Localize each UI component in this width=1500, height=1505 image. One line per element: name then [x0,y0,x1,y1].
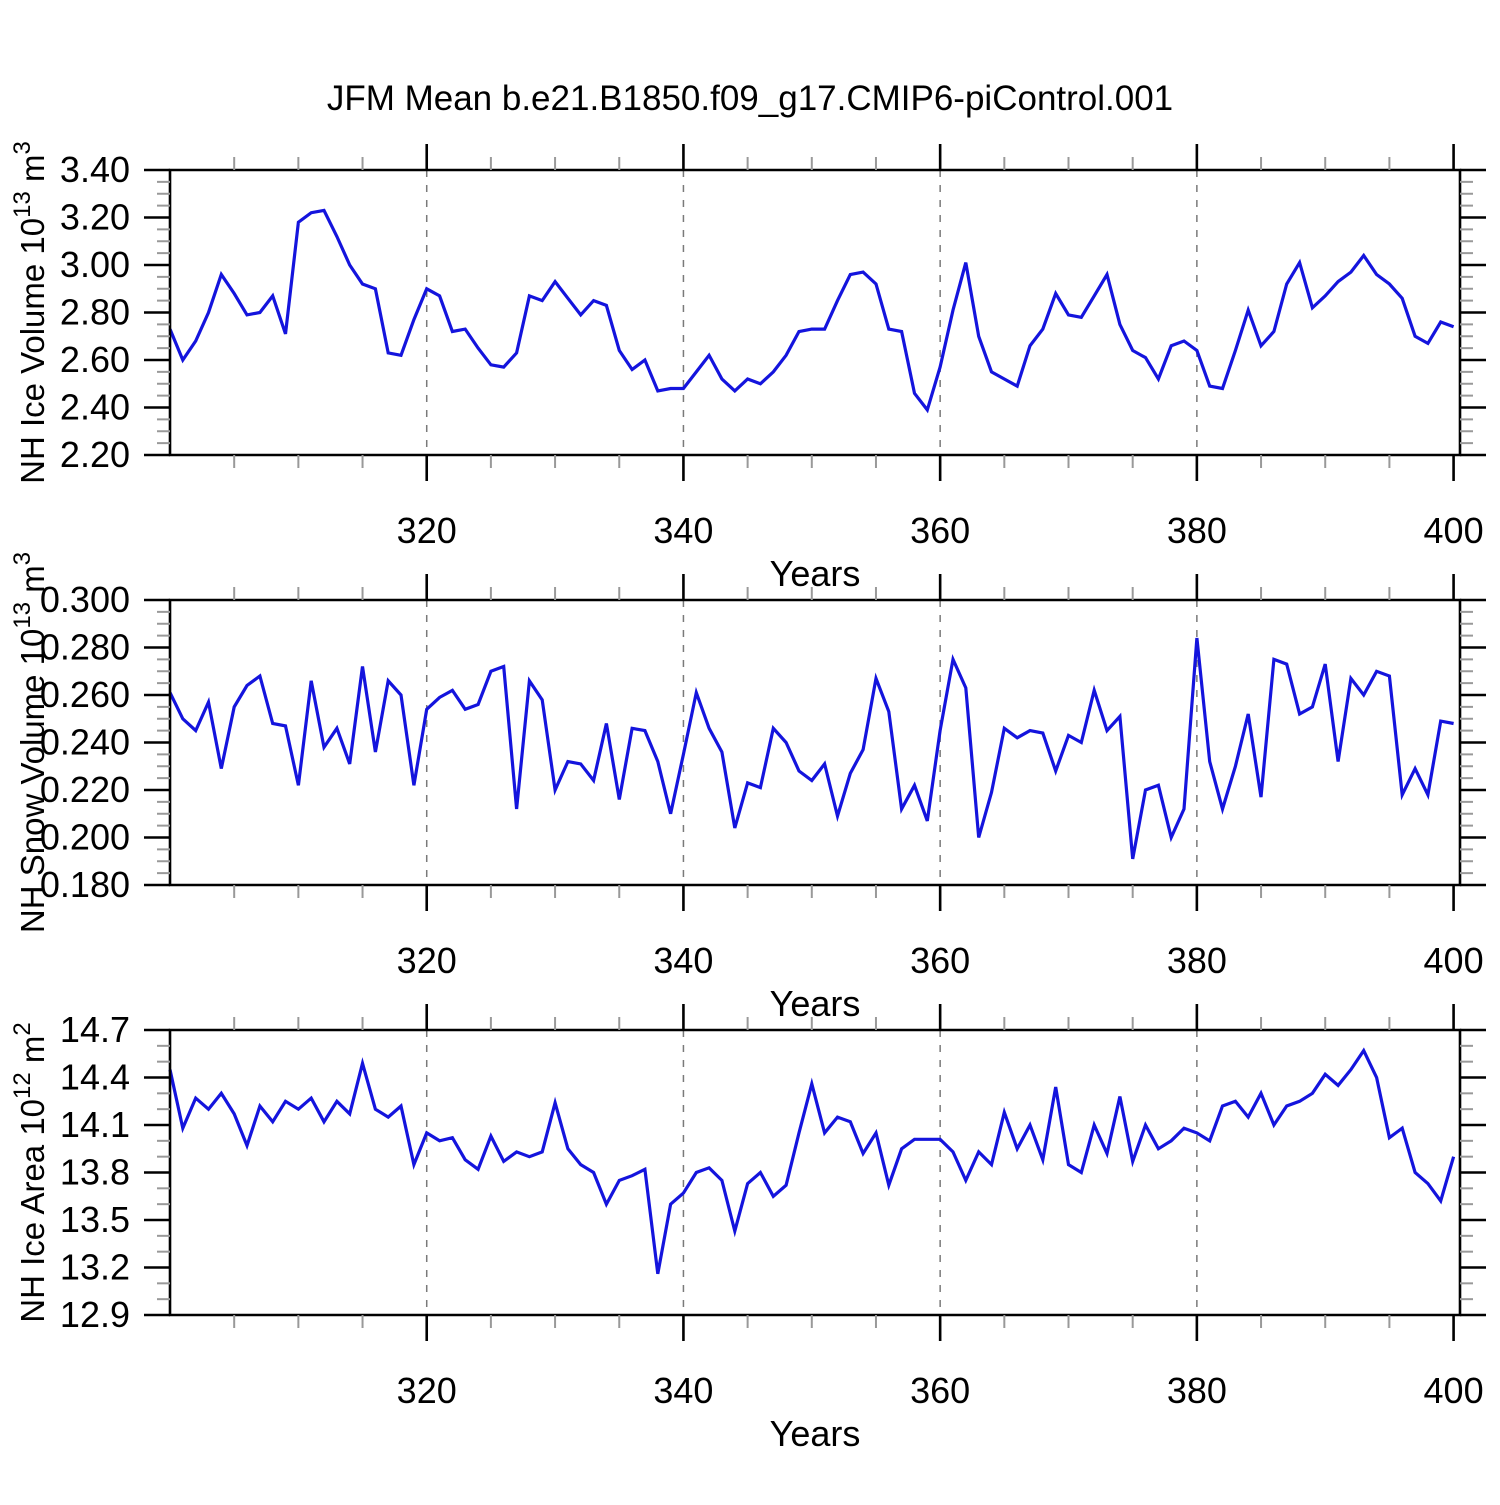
y-tick-label: 0.260 [40,674,130,715]
plot-box [168,168,1462,457]
nh-snow-volume-line [168,637,1454,860]
y-tick-label: 14.7 [60,1009,130,1050]
y-tick-label: 2.60 [60,339,130,380]
x-tick-label: 360 [910,940,970,981]
y-tick-label: 0.300 [40,579,130,620]
y-tick-label: 0.280 [40,627,130,668]
y-tick-label: 14.4 [60,1057,130,1098]
y-tick-label: 13.5 [60,1199,130,1240]
chart-title: JFM Mean b.e21.B1850.f09_g17.CMIP6-piCon… [327,79,1173,118]
y-tick-label: 2.80 [60,292,130,333]
panel-nh-snow-volume: 0.180 0.200 0.220 0.240 0.260 0.280 0.300 320 34… [9,552,1486,1024]
nh-ice-volume-line [168,208,1455,414]
panel-nh-ice-area: 12.9 13.2 13.5 13.8 14.1 14.4 14.7 320 340 360 380… [9,1004,1486,1454]
y-tick-label: 12.9 [60,1294,130,1335]
y-tick-label: 0.180 [40,864,130,905]
x-tick-label: 320 [397,940,457,981]
x-tick-label: 360 [910,1370,970,1411]
x-tick-label: 360 [910,510,970,551]
nh-ice-area-line [168,1047,1456,1275]
x-tick-label: 340 [653,940,713,981]
y-tick-label: 3.00 [60,244,130,285]
y-tick-label: 13.2 [60,1247,130,1288]
x-axis-title: Years [770,553,861,594]
x-tick-label: 320 [397,510,457,551]
y-tick-label: 0.200 [40,817,130,858]
x-axis-title: Years [770,983,861,1024]
y-tick-label: 0.220 [40,769,130,810]
panels-group: 2.20 2.40 2.60 2.80 3.00 3.20 3.40 320 340 360 380… [9,141,1486,1454]
y-tick-label: 3.20 [60,197,130,238]
y-tick-label: 13.8 [60,1152,130,1193]
x-tick-label: 400 [1424,1370,1484,1411]
x-tick-label: 340 [653,1370,713,1411]
y-tick-label: 2.20 [60,434,130,475]
y-tick-label: 3.40 [60,149,130,190]
x-tick-label: 400 [1424,510,1484,551]
x-tick-label: 380 [1167,510,1227,551]
y-axis-title: NH Ice Area 1012 m2 [9,1022,51,1323]
y-tick-label: 14.1 [60,1104,130,1145]
x-tick-label: 320 [397,1370,457,1411]
y-tick-label: 2.40 [60,387,130,428]
x-tick-label: 380 [1167,1370,1227,1411]
y-axis-title: NH Ice Volume 1013 m3 [9,141,51,484]
panel-nh-ice-volume: 2.20 2.40 2.60 2.80 3.00 3.20 3.40 320 340 360 380… [9,141,1486,594]
x-tick-label: 400 [1424,940,1484,981]
x-tick-label: 340 [653,510,713,551]
y-axis-title: NH Snow Volume 1013 m3 [9,552,51,933]
x-axis-title: Years [770,1413,861,1454]
y-tick-label: 0.240 [40,722,130,763]
x-tick-label: 380 [1167,940,1227,981]
